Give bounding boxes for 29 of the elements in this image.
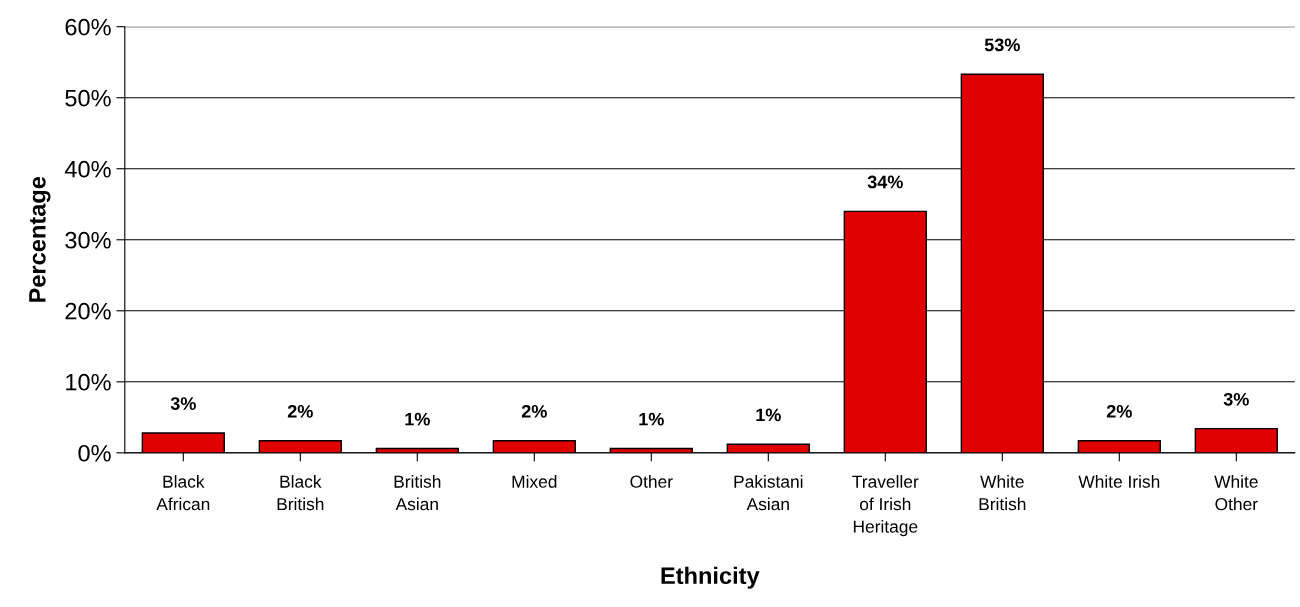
data-label: 1%	[756, 408, 781, 422]
x-tick-label: Pakistani Asian	[734, 475, 803, 511]
y-axis-title: Percentage	[29, 176, 51, 302]
x-tick-label: Black African	[156, 475, 210, 511]
x-tick-label: White Other	[1214, 475, 1258, 511]
x-axis-title: Ethnicity	[661, 566, 760, 589]
x-tick-label: Black British	[277, 475, 324, 511]
y-tick-label: 20%	[65, 302, 111, 320]
data-label: 2%	[521, 404, 547, 418]
y-tick-label: 40%	[64, 160, 111, 178]
data-label: 3%	[1223, 392, 1249, 406]
data-label: 53%	[984, 38, 1020, 52]
data-label: 34%	[867, 175, 903, 189]
x-tick-label: Mixed	[512, 475, 557, 488]
x-tick-label: Other	[630, 475, 673, 488]
y-tick-label: 30%	[65, 231, 111, 249]
x-tick-label: Traveller of Irish Heritage	[852, 475, 919, 537]
x-tick-label: British Asian	[394, 475, 441, 511]
data-label: 3%	[170, 397, 196, 410]
y-tick-label: 0%	[78, 444, 111, 462]
y-tick-label: 60%	[65, 18, 111, 36]
y-tick-label: 50%	[65, 89, 111, 107]
data-label: 2%	[1106, 404, 1132, 418]
data-label: 1%	[405, 412, 430, 426]
data-label: 2%	[287, 404, 313, 418]
data-label: 1%	[639, 412, 664, 426]
x-tick-label: White Irish	[1078, 475, 1160, 488]
y-tick-label: 10%	[66, 373, 111, 391]
x-tick-label: White British	[979, 475, 1026, 511]
